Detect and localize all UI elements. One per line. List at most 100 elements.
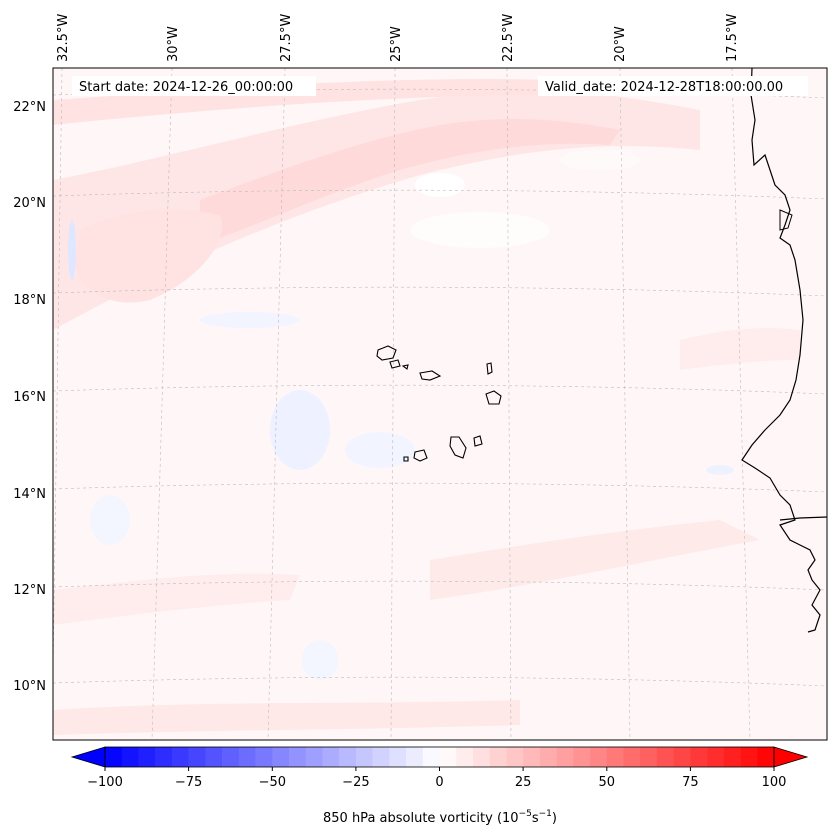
colorbar-cell xyxy=(606,747,624,767)
lat-label: 12°N xyxy=(13,583,46,598)
cape-verde-islands xyxy=(376,345,502,462)
island-sal xyxy=(486,362,493,375)
colorbar-cell xyxy=(740,747,758,767)
longitude-labels: 32.5°W 30°W 27.5°W 25°W 22.5°W 20°W 17.5… xyxy=(56,14,740,62)
lat-label: 22°N xyxy=(13,100,46,115)
colorbar-cell xyxy=(422,747,440,767)
colorbar-cell xyxy=(171,747,189,767)
colorbar-cell xyxy=(690,747,708,767)
start-date-label: Start date: 2024-12-26_00:00:00 xyxy=(79,80,293,95)
colorbar-cell xyxy=(272,747,290,767)
lat-label: 16°N xyxy=(13,390,46,405)
colorbar-tick-label: −50 xyxy=(259,775,286,790)
vorticity-blue-patch xyxy=(345,432,415,468)
colorbar-cell xyxy=(523,747,541,767)
colorbar-cell xyxy=(640,747,658,767)
lon-label: 22.5°W xyxy=(501,14,516,62)
colorbar-cell xyxy=(673,747,691,767)
island-sao-nicolau xyxy=(419,370,442,381)
start-date-box xyxy=(72,76,316,96)
colorbar-cell xyxy=(255,747,273,767)
colorbar-cell xyxy=(590,747,608,767)
colorbar-tick-label: −100 xyxy=(87,775,123,790)
lon-label: 20°W xyxy=(613,26,628,62)
colorbar-label-suffix: ) xyxy=(552,811,557,826)
colorbar-cell xyxy=(456,747,474,767)
colorbar-ticks: −100 −75 −50 −25 0 25 50 75 100 xyxy=(87,767,786,790)
lon-label: 17.5°W xyxy=(725,14,740,62)
colorbar-cell xyxy=(389,747,407,767)
colorbar-cell xyxy=(155,747,173,767)
colorbar-label-exp1: −5 xyxy=(519,809,532,819)
colorbar-cells xyxy=(105,747,775,767)
colorbar-label: 850 hPa absolute vorticity (10−5s−1) xyxy=(323,809,557,826)
colorbar-cell xyxy=(489,747,507,767)
colorbar-cell xyxy=(656,747,674,767)
island-boa-vista xyxy=(485,390,502,405)
lat-label: 18°N xyxy=(13,293,46,308)
colorbar-cell xyxy=(723,747,741,767)
colorbar-cell xyxy=(322,747,340,767)
colorbar-tick-label: −25 xyxy=(342,775,369,790)
colorbar-label-prefix: 850 hPa absolute vorticity (10 xyxy=(323,811,519,826)
colorbar-cell xyxy=(707,747,725,767)
vorticity-blue-patch xyxy=(90,495,130,545)
colorbar-tick-label: 25 xyxy=(515,775,532,790)
colorbar-cell xyxy=(105,747,123,767)
vorticity-white-patch xyxy=(410,212,550,248)
colorbar-cell xyxy=(539,747,557,767)
vorticity-blue-patch xyxy=(200,312,300,328)
colorbar-cell xyxy=(439,747,457,767)
colorbar-cell xyxy=(238,747,256,767)
lon-label: 32.5°W xyxy=(56,14,71,62)
colorbar-label-mid: s xyxy=(532,811,539,826)
colorbar-tick-label: 100 xyxy=(762,775,787,790)
island-maio xyxy=(473,435,483,447)
colorbar-cell xyxy=(556,747,574,767)
vorticity-blue-patch xyxy=(302,640,338,680)
colorbar-tick-label: 50 xyxy=(599,775,616,790)
colorbar: −100 −75 −50 −25 0 25 50 75 100 850 hPa … xyxy=(70,746,809,826)
lon-label: 30°W xyxy=(166,26,181,62)
colorbar-cell xyxy=(121,747,139,767)
vorticity-band-north-inner xyxy=(200,118,620,245)
island-santa-luzia xyxy=(401,364,409,370)
vorticity-band-top xyxy=(53,79,560,125)
lat-label: 14°N xyxy=(13,487,46,502)
colorbar-tick-label: −75 xyxy=(175,775,202,790)
lat-label: 20°N xyxy=(13,196,46,211)
vorticity-blue-patch xyxy=(68,220,76,280)
vorticity-white-patch xyxy=(560,150,640,170)
lon-label: 27.5°W xyxy=(279,14,294,62)
valid-date-box xyxy=(538,76,808,96)
colorbar-cell xyxy=(472,747,490,767)
colorbar-cell xyxy=(355,747,373,767)
colorbar-cell xyxy=(573,747,591,767)
africa-coastline-inlet xyxy=(779,209,793,231)
vorticity-white-patch xyxy=(415,173,465,197)
colorbar-cell xyxy=(288,747,307,767)
valid-date-label: Valid_date: 2024-12-28T18:00:00.00 xyxy=(545,80,783,95)
island-brava xyxy=(403,456,409,462)
africa-coastline-gambia xyxy=(779,516,828,521)
vorticity-band-south xyxy=(430,520,760,600)
map-panel: Start date: 2024-12-26_00:00:00 Valid_da… xyxy=(13,14,828,741)
island-santiago xyxy=(449,436,467,459)
colorbar-cell xyxy=(372,747,390,767)
colorbar-cell xyxy=(406,747,424,767)
colorbar-cell xyxy=(623,747,641,767)
vorticity-band-bottom xyxy=(53,700,520,735)
colorbar-cell xyxy=(205,747,223,767)
colorbar-cell xyxy=(222,747,240,767)
lat-label: 10°N xyxy=(13,679,46,694)
colorbar-cell xyxy=(506,747,524,767)
latitude-labels: 22°N 20°N 18°N 16°N 14°N 12°N 10°N xyxy=(13,100,46,694)
island-fogo xyxy=(413,449,428,462)
vorticity-band-southwest xyxy=(53,573,300,625)
vorticity-band-north xyxy=(53,91,700,330)
vorticity-blue-patch xyxy=(706,465,734,475)
colorbar-cell xyxy=(757,747,775,767)
africa-coastline xyxy=(741,67,821,633)
colorbar-min-extend-arrow xyxy=(70,746,106,768)
